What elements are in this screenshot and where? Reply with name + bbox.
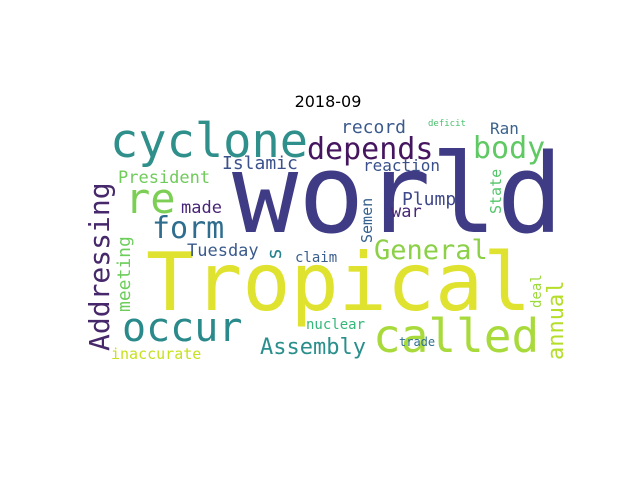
word-called: called bbox=[373, 309, 540, 363]
word-ran: Ran bbox=[490, 118, 519, 138]
word-meeting: meeting bbox=[114, 236, 135, 312]
word-annual: annual bbox=[544, 280, 569, 360]
word-claim: claim bbox=[295, 250, 338, 266]
word-nuclear: nuclear bbox=[306, 317, 366, 333]
word-made: made bbox=[181, 198, 222, 218]
word-plump: Plump bbox=[402, 188, 457, 210]
word-war: war bbox=[391, 201, 422, 222]
word-tuesday: Tuesday bbox=[187, 241, 259, 261]
word-body: body bbox=[473, 131, 546, 166]
word-form: form bbox=[152, 211, 225, 246]
chart-title: 2018-09 bbox=[294, 92, 362, 111]
word-islamic: Islamic bbox=[222, 153, 298, 174]
word-deficit: deficit bbox=[428, 118, 466, 129]
word-inaccurate: inaccurate bbox=[111, 345, 202, 363]
word-tropical: Tropical bbox=[146, 236, 532, 329]
word-reaction: reaction bbox=[363, 155, 441, 175]
word-state: State bbox=[486, 168, 505, 214]
word-addressing: Addressing bbox=[83, 182, 116, 351]
word-deal: deal bbox=[529, 274, 545, 308]
word-s: s bbox=[262, 247, 286, 260]
word-cyclone: cyclone bbox=[110, 113, 309, 169]
word-depends: depends bbox=[307, 131, 434, 167]
word-general: General bbox=[374, 235, 488, 266]
word-trade: trade bbox=[399, 335, 436, 349]
word-president: President bbox=[118, 167, 211, 188]
word-world: world bbox=[232, 130, 564, 258]
word-re: re bbox=[125, 174, 176, 223]
word-record: record bbox=[341, 117, 407, 138]
word-occur: occur bbox=[122, 305, 243, 351]
word-assembly: Assembly bbox=[260, 335, 366, 360]
word-semen: Semen bbox=[357, 197, 376, 243]
